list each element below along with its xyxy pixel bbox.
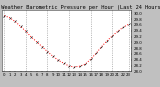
Title: Milwaukee Weather Barometric Pressure per Hour (Last 24 Hours): Milwaukee Weather Barometric Pressure pe… bbox=[0, 5, 160, 10]
